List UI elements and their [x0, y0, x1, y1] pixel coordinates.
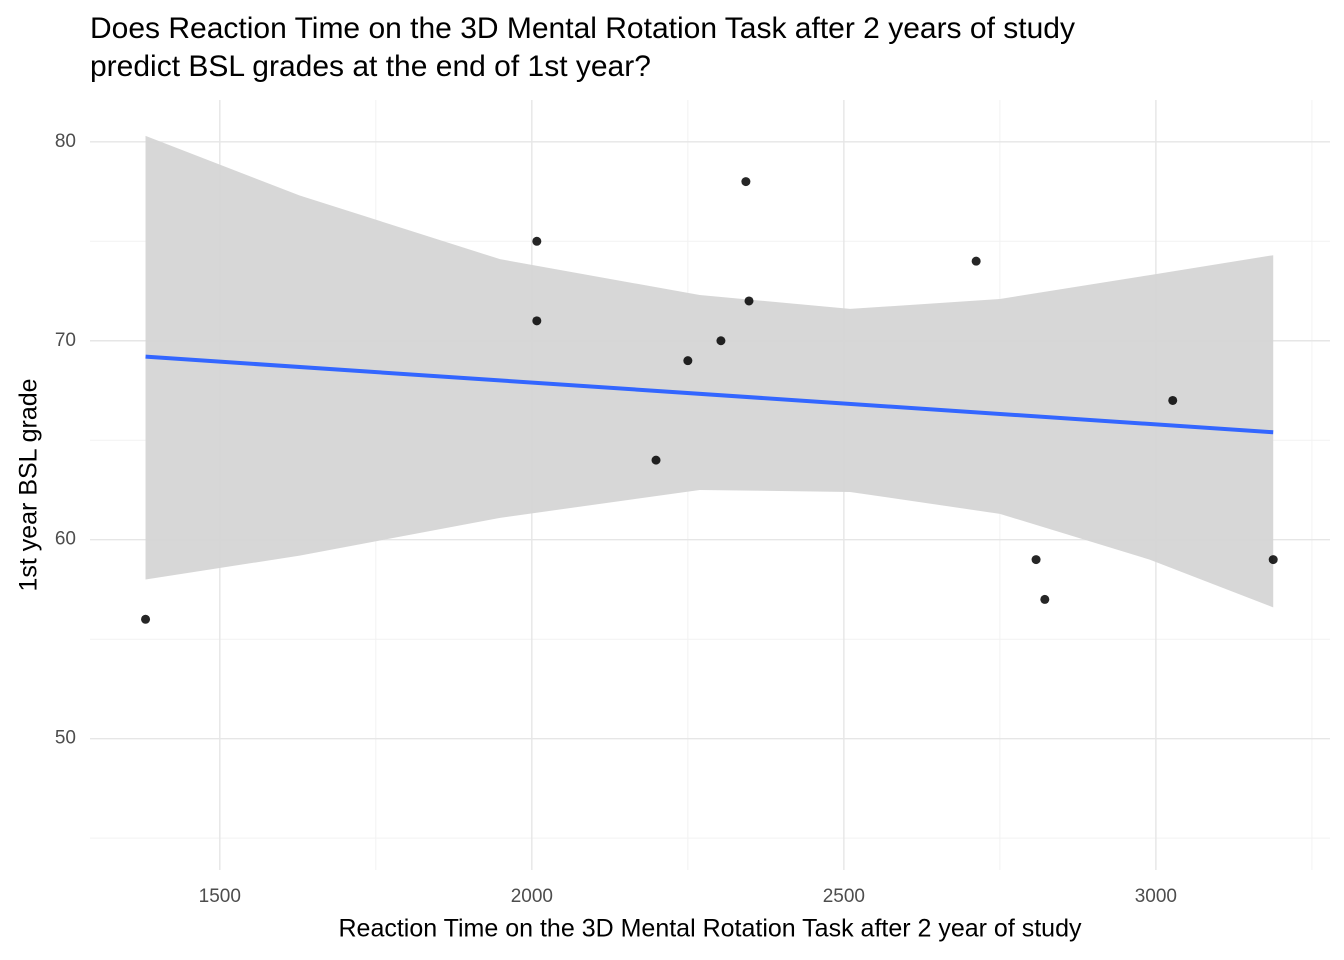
- data-point: [532, 316, 542, 326]
- data-point: [683, 356, 693, 366]
- data-point: [741, 177, 751, 187]
- y-tick-label: 50: [55, 728, 76, 749]
- chart-title: Does Reaction Time on the 3D Mental Rota…: [90, 12, 1075, 45]
- data-point: [744, 296, 754, 306]
- chart-title: predict BSL grades at the end of 1st yea…: [90, 50, 651, 83]
- y-tick-label: 70: [55, 330, 76, 351]
- confidence-band: [145, 135, 1274, 608]
- y-axis-label: 1st year BSL grade: [15, 378, 43, 591]
- x-tick-label: 1500: [199, 886, 241, 907]
- data-point: [532, 236, 542, 246]
- data-point: [141, 614, 151, 624]
- data-point: [971, 256, 981, 266]
- data-point: [651, 455, 661, 465]
- x-tick-label: 2000: [511, 886, 553, 907]
- data-point: [1040, 594, 1050, 604]
- data-point: [1168, 395, 1178, 405]
- x-axis-label: Reaction Time on the 3D Mental Rotation …: [339, 915, 1082, 943]
- data-point: [716, 336, 726, 346]
- x-tick-label: 3000: [1135, 886, 1177, 907]
- trend-line: [145, 354, 1274, 435]
- data-point: [1268, 555, 1278, 565]
- x-tick-label: 2500: [823, 886, 865, 907]
- data-point: [1031, 555, 1041, 565]
- y-tick-label: 80: [55, 131, 76, 152]
- y-tick-label: 60: [55, 529, 76, 550]
